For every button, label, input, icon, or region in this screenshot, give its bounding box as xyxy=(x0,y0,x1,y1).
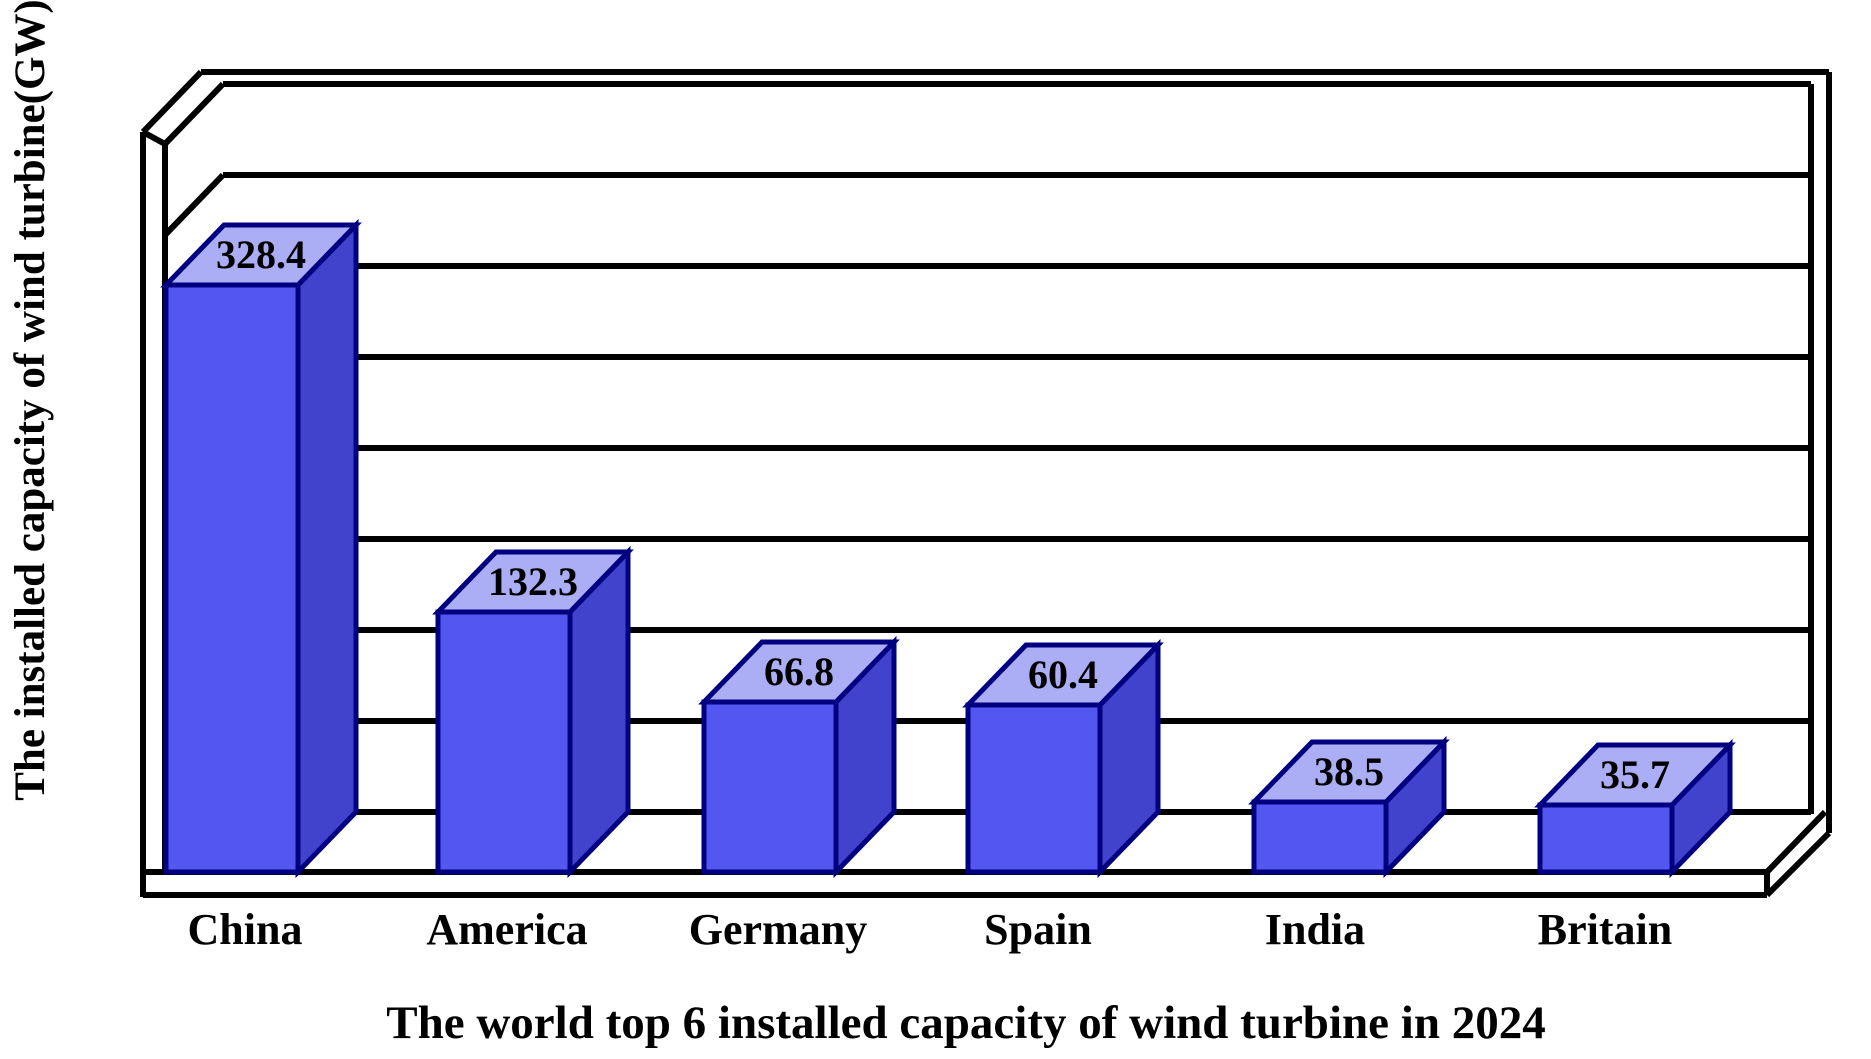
bar-front-face xyxy=(435,609,573,875)
category-label-germany: Germany xyxy=(689,905,867,954)
bar-spain: 60.4 xyxy=(962,638,1164,879)
chart-frame-back-wall xyxy=(201,69,1832,833)
bar-value-label: 328.4 xyxy=(216,232,306,277)
category-label-china: China xyxy=(188,905,303,954)
bar-front-face xyxy=(163,282,301,875)
bar-britain: 35.7 xyxy=(1534,738,1736,879)
bar-value-label: 66.8 xyxy=(764,649,834,694)
bar-side-face xyxy=(295,218,359,879)
category-labels: China America Germany Spain India Britain xyxy=(188,905,1673,954)
category-label-britain: Britain xyxy=(1538,905,1672,954)
bar-germany: 66.8 xyxy=(698,635,900,879)
bar-front-face xyxy=(1537,802,1675,875)
bar-front-face xyxy=(1251,799,1389,875)
bar-value-label: 132.3 xyxy=(488,559,578,604)
chart-title: The world top 6 installed capacity of wi… xyxy=(386,997,1545,1049)
bars: 328.4 132.3 66.8 60.4 38.5 35.7 xyxy=(160,218,1736,879)
bar-front-face xyxy=(965,702,1103,875)
bar-value-label: 38.5 xyxy=(1314,749,1384,794)
gridline-left-wall-stub xyxy=(162,172,226,238)
bar-india: 38.5 xyxy=(1248,735,1450,879)
category-label-america: America xyxy=(426,905,587,954)
y-axis-title: The installed capacity of wind turbine(G… xyxy=(7,0,54,801)
bar-front-face xyxy=(701,699,839,875)
category-label-spain: Spain xyxy=(984,905,1092,954)
category-label-india: India xyxy=(1265,905,1365,954)
bar-value-label: 35.7 xyxy=(1600,752,1670,797)
chart-frame-floor xyxy=(143,809,1832,898)
bar-value-label: 60.4 xyxy=(1028,652,1098,697)
bar-china: 328.4 xyxy=(160,218,362,879)
bar-america: 132.3 xyxy=(432,545,634,879)
